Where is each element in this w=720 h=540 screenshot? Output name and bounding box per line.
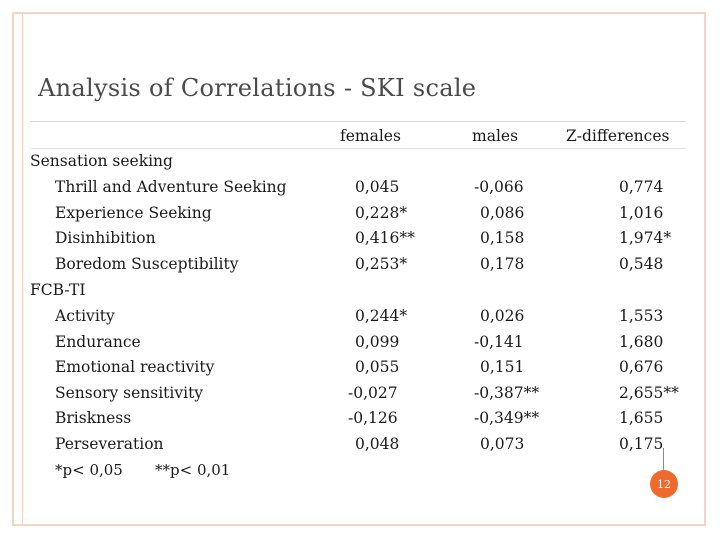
cell-males: 0,178 bbox=[480, 255, 525, 273]
cell-females: 0,048 bbox=[355, 435, 400, 453]
cell-z: 0,175 bbox=[619, 435, 664, 453]
header-divider bbox=[30, 148, 686, 149]
cell-males: -0,387** bbox=[474, 384, 540, 402]
group-label-fcb-ti: FCB-TI bbox=[30, 281, 86, 299]
title-divider bbox=[30, 121, 686, 122]
cell-males: 0,086 bbox=[480, 204, 525, 222]
cell-males: 0,026 bbox=[480, 307, 525, 325]
cell-z: 1,553 bbox=[619, 307, 664, 325]
cell-females: 0,253* bbox=[355, 255, 408, 273]
cell-males: 0,151 bbox=[480, 358, 525, 376]
row-label: Briskness bbox=[55, 409, 132, 427]
cell-females: 0,228* bbox=[355, 204, 408, 222]
row-label: Endurance bbox=[55, 333, 141, 351]
cell-males: 0,158 bbox=[480, 229, 525, 247]
cell-males: -0,349** bbox=[474, 409, 540, 427]
cell-z: 0,774 bbox=[619, 178, 664, 196]
page-number-connector bbox=[663, 448, 664, 470]
column-header-z-differences: Z-differences bbox=[566, 127, 670, 145]
significance-note-p05: *p< 0,05 bbox=[55, 461, 123, 479]
cell-females: 0,045 bbox=[355, 178, 400, 196]
cell-males: -0,066 bbox=[474, 178, 524, 196]
significance-note-p01: **p< 0,01 bbox=[155, 461, 231, 479]
cell-z: 0,548 bbox=[619, 255, 664, 273]
cell-z: 1,680 bbox=[619, 333, 664, 351]
cell-z: 1,016 bbox=[619, 204, 664, 222]
cell-females: 0,244* bbox=[355, 307, 408, 325]
cell-females: -0,027 bbox=[348, 384, 398, 402]
cell-females: -0,126 bbox=[348, 409, 398, 427]
row-label: Boredom Susceptibility bbox=[55, 255, 239, 273]
row-label: Thrill and Adventure Seeking bbox=[55, 178, 287, 196]
cell-z: 0,676 bbox=[619, 358, 664, 376]
slide-frame bbox=[12, 12, 706, 526]
slide-title: Analysis of Correlations - SKI scale bbox=[38, 74, 477, 102]
cell-z: 1,655 bbox=[619, 409, 664, 427]
frame-accent-line bbox=[22, 12, 23, 526]
group-label-sensation-seeking: Sensation seeking bbox=[30, 152, 173, 170]
row-label: Experience Seeking bbox=[55, 204, 212, 222]
row-label: Disinhibition bbox=[55, 229, 156, 247]
page-number-badge: 12 bbox=[650, 470, 678, 498]
cell-females: 0,416** bbox=[355, 229, 415, 247]
column-header-females: females bbox=[340, 127, 401, 145]
row-label: Emotional reactivity bbox=[55, 358, 215, 376]
row-label: Activity bbox=[55, 307, 115, 325]
row-label: Perseveration bbox=[55, 435, 164, 453]
cell-z: 1,974* bbox=[619, 229, 672, 247]
cell-females: 0,055 bbox=[355, 358, 400, 376]
row-label: Sensory sensitivity bbox=[55, 384, 204, 402]
cell-z: 2,655** bbox=[619, 384, 679, 402]
cell-females: 0,099 bbox=[355, 333, 400, 351]
column-header-males: males bbox=[472, 127, 519, 145]
cell-males: 0,073 bbox=[480, 435, 525, 453]
cell-males: -0,141 bbox=[474, 333, 524, 351]
